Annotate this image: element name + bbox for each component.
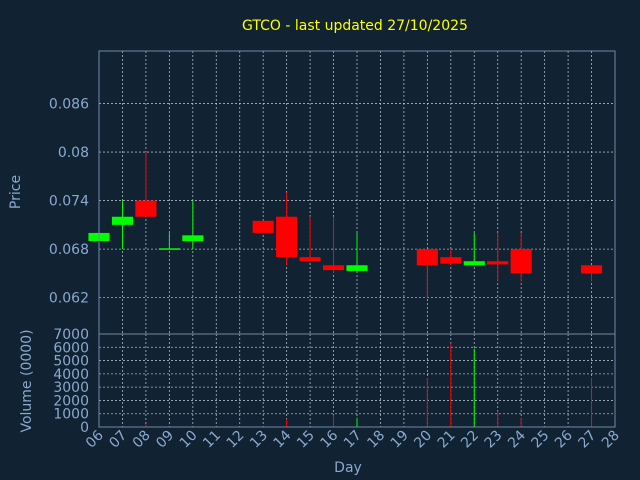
volume-tick-label: 2000 xyxy=(53,393,89,409)
candle-body xyxy=(487,261,509,265)
day-tick-label: 23 xyxy=(482,428,506,452)
day-tick-label: 09 xyxy=(153,428,177,452)
volume-tick-label: 0 xyxy=(80,420,89,436)
day-tick-label: 11 xyxy=(200,428,224,452)
volume-axis-label: Volume (0000) xyxy=(19,329,35,432)
price-tick-label: 0.062 xyxy=(49,291,89,307)
candle-body xyxy=(440,257,462,264)
chart-title: GTCO - last updated 27/10/2025 xyxy=(242,18,468,34)
volume-tick-label: 1000 xyxy=(53,407,89,423)
candle-body xyxy=(182,235,204,242)
day-tick-label: 26 xyxy=(552,427,576,451)
candle-body xyxy=(252,220,274,233)
candle-body xyxy=(276,216,298,258)
price-tick-label: 0.08 xyxy=(58,145,89,161)
volume-gridlines xyxy=(98,334,616,427)
day-tick-label: 14 xyxy=(271,427,295,451)
day-tick-label: 07 xyxy=(106,428,130,452)
price-gridlines xyxy=(98,51,616,334)
candle-body xyxy=(416,249,438,266)
day-tick-label: 25 xyxy=(529,428,553,452)
volume-panel-frame xyxy=(98,333,616,428)
price-candles xyxy=(88,152,603,298)
price-tick-label: 0.074 xyxy=(49,194,89,210)
x-axis-label: Day xyxy=(334,460,362,476)
volume-tick-label: 6000 xyxy=(53,340,89,356)
volume-tick-label: 5000 xyxy=(53,354,89,370)
day-tick-label: 28 xyxy=(599,428,623,452)
day-tick-label: 12 xyxy=(224,428,248,452)
candle-body xyxy=(299,257,321,262)
day-tick-label: 10 xyxy=(177,428,201,452)
day-tick-label: 17 xyxy=(341,428,365,452)
day-tick-label: 16 xyxy=(317,427,341,451)
day-tick-label: 15 xyxy=(294,428,318,452)
volume-tick-label: 3000 xyxy=(53,380,89,396)
day-tick-label: 08 xyxy=(130,428,154,452)
volume-tick-label: 7000 xyxy=(53,327,89,343)
price-tick-label: 0.086 xyxy=(49,97,89,113)
day-tick-label: 13 xyxy=(247,428,271,452)
day-tick-label: 27 xyxy=(575,428,599,452)
day-tick-label: 24 xyxy=(505,427,529,451)
day-tick-label: 18 xyxy=(364,428,388,452)
candle-body xyxy=(463,261,485,266)
price-axis-ticks: 0.086 0.08 0.074 0.068 0.062 xyxy=(49,97,89,307)
day-tick-label: 21 xyxy=(435,428,459,452)
candle-body xyxy=(346,265,368,271)
candle-body xyxy=(111,216,134,225)
price-tick-label: 0.068 xyxy=(49,242,89,258)
candle-body xyxy=(322,265,345,271)
day-tick-label: 22 xyxy=(458,428,482,452)
candle-body xyxy=(158,248,180,250)
candle-body xyxy=(135,200,157,217)
day-tick-label: 19 xyxy=(388,428,412,452)
price-axis-label: Price xyxy=(8,175,24,209)
day-axis-ticks: 06 07 08 09 10 11 12 13 14 15 16 17 18 19 20 21 22 23 24 25… xyxy=(83,427,623,451)
day-tick-label: 20 xyxy=(411,428,435,452)
volume-tick-label: 4000 xyxy=(53,367,89,383)
candle-body xyxy=(580,265,603,274)
volume-bars xyxy=(145,343,593,427)
candle-body xyxy=(510,249,532,274)
